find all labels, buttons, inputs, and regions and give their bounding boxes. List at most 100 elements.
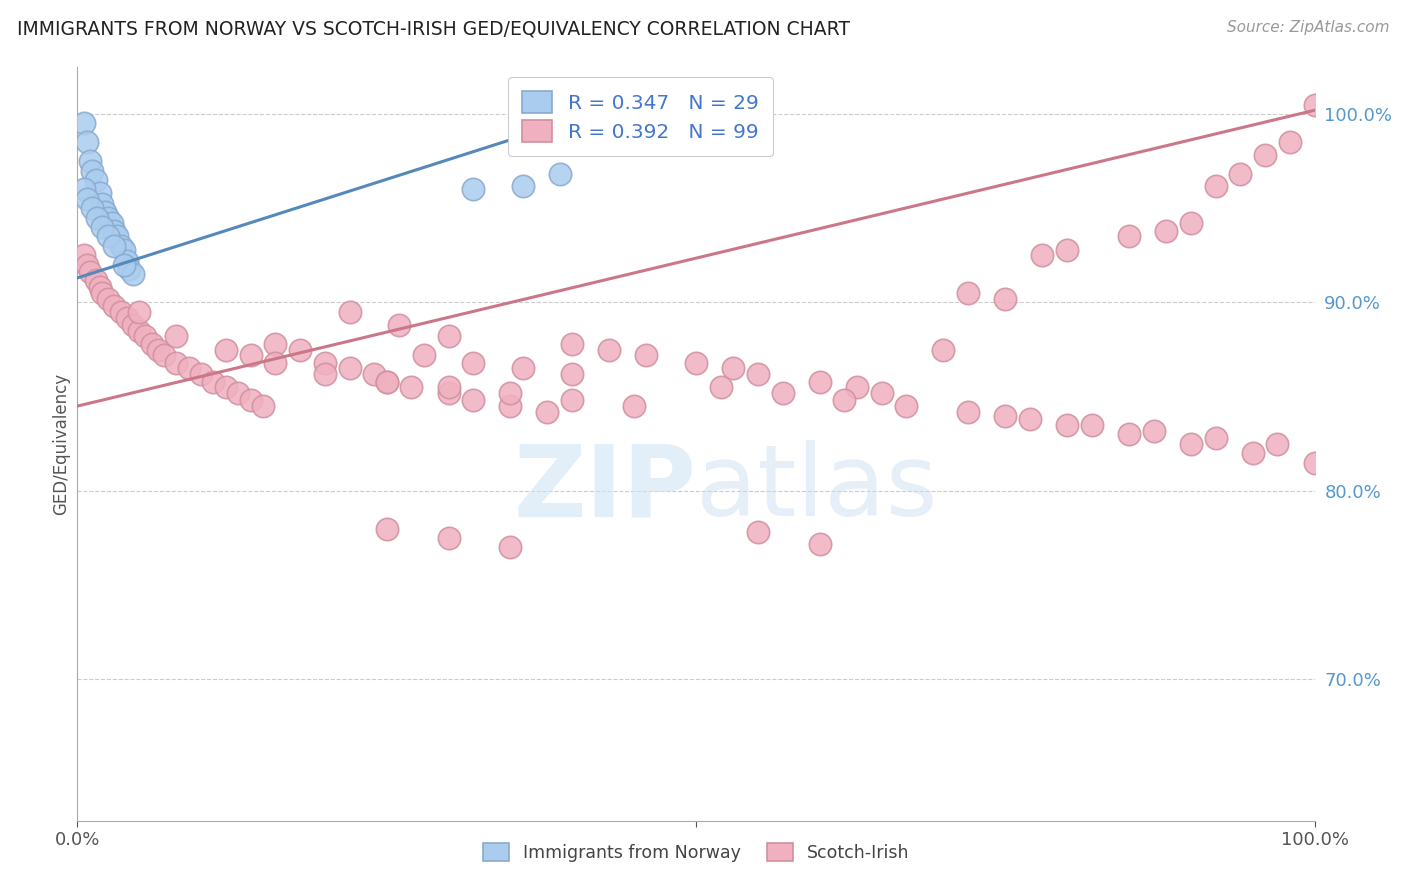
Point	[412, 348, 434, 362]
Point	[808, 375, 831, 389]
Point	[84, 273, 107, 287]
Point	[1154, 224, 1177, 238]
Point	[112, 258, 135, 272]
Point	[91, 285, 114, 300]
Point	[772, 385, 794, 400]
Point	[72, 248, 94, 262]
Point	[957, 285, 980, 300]
Point	[264, 356, 287, 370]
Point	[437, 329, 460, 343]
Point	[747, 525, 769, 540]
Point	[82, 201, 104, 215]
Point	[215, 343, 238, 357]
Point	[190, 367, 212, 381]
Point	[1205, 178, 1227, 193]
Point	[79, 154, 101, 169]
Point	[115, 310, 138, 325]
Point	[932, 343, 955, 357]
Point	[463, 356, 485, 370]
Point	[153, 348, 176, 362]
Point	[512, 178, 534, 193]
Point	[89, 280, 111, 294]
Point	[103, 224, 125, 238]
Point	[215, 380, 238, 394]
Point	[1056, 417, 1078, 432]
Point	[896, 399, 918, 413]
Point	[128, 324, 150, 338]
Point	[79, 265, 101, 279]
Point	[1254, 148, 1277, 162]
Point	[1303, 97, 1326, 112]
Point	[202, 375, 225, 389]
Point	[72, 182, 94, 196]
Point	[1118, 229, 1140, 244]
Point	[86, 211, 108, 225]
Point	[388, 318, 411, 332]
Point	[437, 531, 460, 545]
Point	[1081, 417, 1104, 432]
Point	[1241, 446, 1264, 460]
Point	[636, 348, 658, 362]
Point	[561, 393, 583, 408]
Point	[84, 173, 107, 187]
Point	[499, 385, 522, 400]
Point	[252, 399, 274, 413]
Point	[97, 211, 120, 225]
Point	[1267, 437, 1289, 451]
Point	[463, 182, 485, 196]
Point	[226, 385, 249, 400]
Point	[499, 399, 522, 413]
Point	[561, 337, 583, 351]
Point	[1303, 456, 1326, 470]
Point	[685, 356, 707, 370]
Point	[463, 393, 485, 408]
Point	[239, 348, 262, 362]
Point	[1205, 431, 1227, 445]
Point	[437, 380, 460, 394]
Point	[845, 380, 868, 394]
Point	[110, 305, 132, 319]
Point	[1229, 167, 1251, 181]
Point	[536, 405, 558, 419]
Point	[623, 399, 645, 413]
Point	[375, 375, 398, 389]
Point	[1019, 412, 1042, 426]
Point	[375, 375, 398, 389]
Point	[994, 409, 1017, 423]
Point	[375, 522, 398, 536]
Point	[721, 361, 744, 376]
Point	[808, 536, 831, 550]
Point	[115, 254, 138, 268]
Point	[834, 393, 856, 408]
Point	[110, 239, 132, 253]
Point	[339, 305, 361, 319]
Point	[91, 197, 114, 211]
Point	[314, 367, 336, 381]
Point	[1118, 427, 1140, 442]
Point	[598, 343, 620, 357]
Point	[97, 229, 120, 244]
Point	[76, 135, 98, 149]
Point	[288, 343, 311, 357]
Point	[141, 337, 163, 351]
Point	[112, 243, 135, 257]
Point	[165, 356, 187, 370]
Point	[1143, 424, 1166, 438]
Point	[146, 343, 169, 357]
Point	[118, 261, 141, 276]
Point	[89, 186, 111, 201]
Point	[957, 405, 980, 419]
Point	[97, 292, 120, 306]
Legend: Immigrants from Norway, Scotch-Irish: Immigrants from Norway, Scotch-Irish	[475, 836, 917, 869]
Point	[512, 361, 534, 376]
Text: Source: ZipAtlas.com: Source: ZipAtlas.com	[1226, 20, 1389, 35]
Point	[128, 305, 150, 319]
Point	[91, 220, 114, 235]
Point	[76, 192, 98, 206]
Point	[1056, 243, 1078, 257]
Point	[548, 167, 571, 181]
Point	[105, 229, 128, 244]
Point	[103, 299, 125, 313]
Point	[122, 267, 145, 281]
Point	[264, 337, 287, 351]
